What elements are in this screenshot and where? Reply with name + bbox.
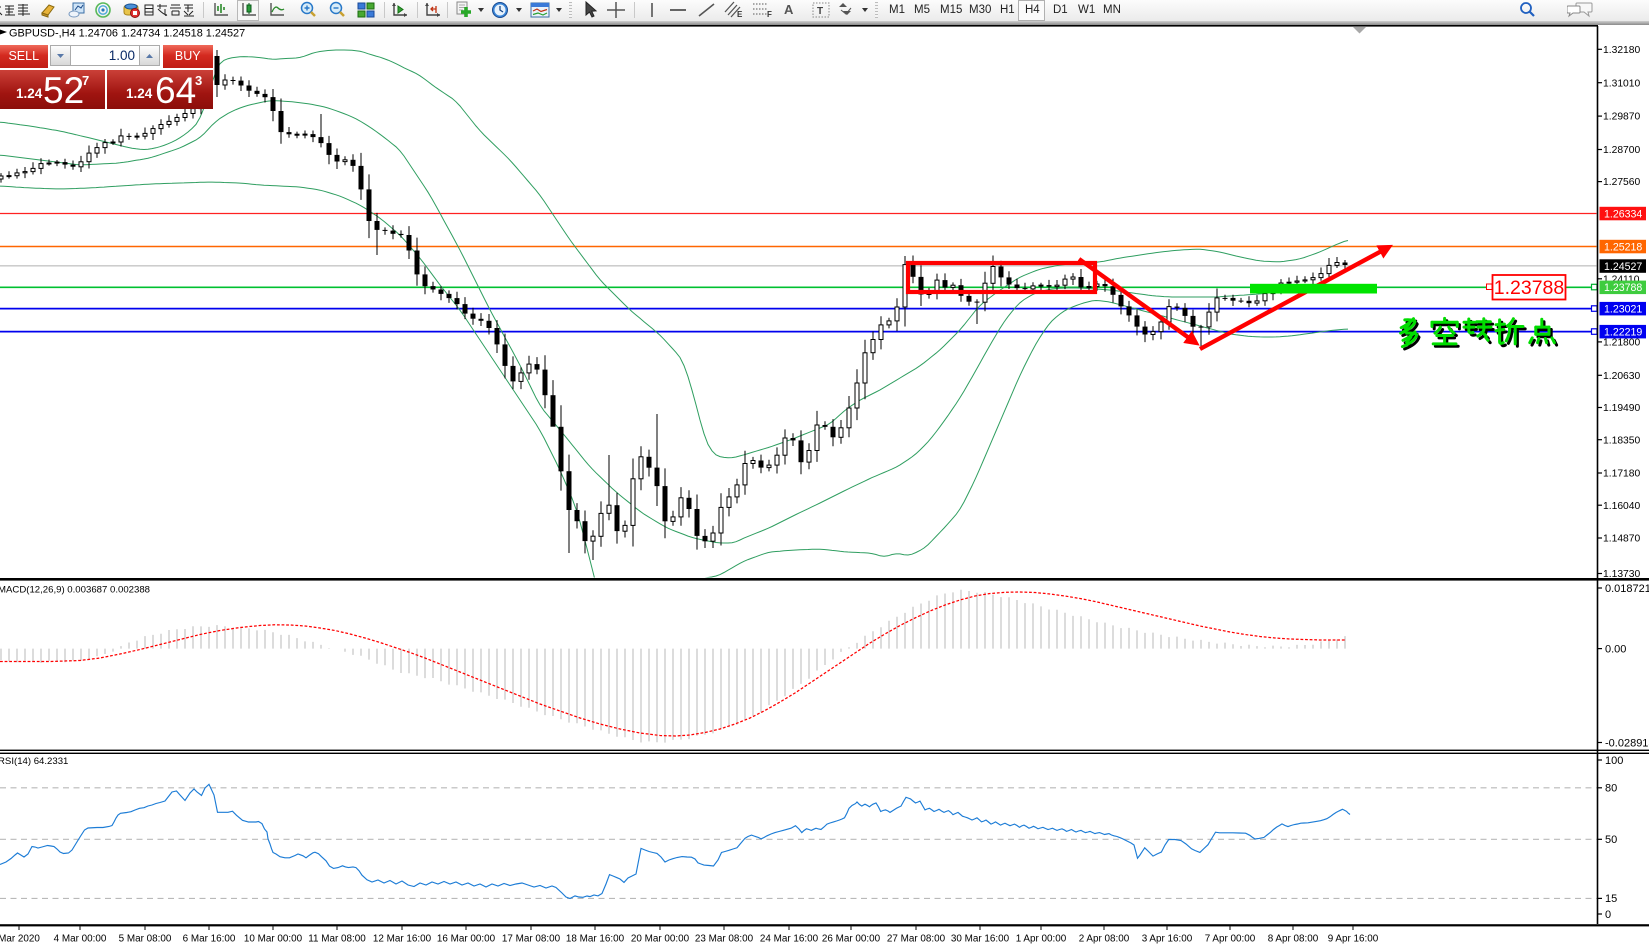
svg-text:T: T [817, 6, 823, 17]
svg-text:26 Mar 00:00: 26 Mar 00:00 [822, 934, 881, 945]
svg-text:0.018721: 0.018721 [1605, 583, 1649, 595]
svg-text:30 Mar 16:00: 30 Mar 16:00 [951, 934, 1010, 945]
svg-text:7 Apr 00:00: 7 Apr 00:00 [1205, 934, 1256, 945]
svg-text:18 Mar 16:00: 18 Mar 16:00 [566, 934, 625, 945]
svg-text:23 Mar 08:00: 23 Mar 08:00 [695, 934, 754, 945]
svg-text:1.13730: 1.13730 [1603, 569, 1640, 580]
svg-text:1.14870: 1.14870 [1603, 534, 1640, 545]
svg-text:4 Mar 00:00: 4 Mar 00:00 [54, 934, 107, 945]
svg-text:6 Mar 16:00: 6 Mar 16:00 [183, 934, 236, 945]
svg-text:1.23021: 1.23021 [1604, 303, 1642, 315]
svg-text:15: 15 [1605, 893, 1617, 905]
svg-text:24 Mar 16:00: 24 Mar 16:00 [760, 934, 819, 945]
svg-text:-0.028913: -0.028913 [1605, 737, 1649, 749]
svg-text:1.31010: 1.31010 [1603, 78, 1640, 89]
svg-text:1.25218: 1.25218 [1604, 241, 1642, 253]
svg-text:MACD(12,26,9) 0.003687 0.00238: MACD(12,26,9) 0.003687 0.002388 [0, 585, 150, 596]
svg-text:1.23788: 1.23788 [1494, 277, 1565, 299]
svg-text:27 Mar 08:00: 27 Mar 08:00 [887, 934, 946, 945]
svg-text:1.16040: 1.16040 [1603, 501, 1640, 512]
svg-text:0: 0 [1605, 909, 1611, 921]
svg-text:80: 80 [1605, 783, 1617, 795]
svg-text:50: 50 [1605, 834, 1617, 846]
svg-text:17 Mar 08:00: 17 Mar 08:00 [502, 934, 561, 945]
svg-text:GBPUSD-,H4 1.24706 1.24734 1.: GBPUSD-,H4 1.24706 1.24734 1.24518 1.245… [9, 28, 245, 40]
svg-text:1.17180: 1.17180 [1603, 469, 1640, 480]
svg-text:Mar 2020: Mar 2020 [0, 934, 40, 945]
svg-text:1.26334: 1.26334 [1604, 208, 1642, 220]
svg-text:1.24110: 1.24110 [1603, 274, 1640, 285]
svg-text:1.18350: 1.18350 [1603, 435, 1640, 446]
svg-text:2 Apr 08:00: 2 Apr 08:00 [1079, 934, 1130, 945]
svg-text:1.28700: 1.28700 [1603, 145, 1640, 156]
svg-text:1.23788: 1.23788 [1604, 282, 1642, 294]
svg-text:10 Mar 00:00: 10 Mar 00:00 [244, 934, 303, 945]
svg-text:20 Mar 00:00: 20 Mar 00:00 [631, 934, 690, 945]
svg-text:1 Apr 00:00: 1 Apr 00:00 [1016, 934, 1067, 945]
svg-text:16 Mar 00:00: 16 Mar 00:00 [437, 934, 496, 945]
svg-text:RSI(14) 64.2331: RSI(14) 64.2331 [0, 756, 68, 767]
svg-text:12 Mar 16:00: 12 Mar 16:00 [373, 934, 432, 945]
svg-text:9 Apr 16:00: 9 Apr 16:00 [1328, 934, 1379, 945]
svg-text:1.20630: 1.20630 [1603, 371, 1640, 382]
svg-text:8 Apr 08:00: 8 Apr 08:00 [1268, 934, 1319, 945]
svg-text:F: F [767, 10, 772, 19]
svg-text:1.24527: 1.24527 [1604, 261, 1642, 273]
svg-text:E: E [737, 10, 743, 19]
svg-text:1.19490: 1.19490 [1603, 403, 1640, 414]
svg-text:11 Mar 08:00: 11 Mar 08:00 [308, 934, 366, 945]
svg-text:0.00: 0.00 [1605, 643, 1626, 655]
svg-text:1.27560: 1.27560 [1603, 177, 1640, 188]
svg-text:1.22219: 1.22219 [1604, 326, 1642, 338]
svg-text:100: 100 [1605, 755, 1623, 767]
svg-text:5 Mar 08:00: 5 Mar 08:00 [119, 934, 172, 945]
svg-text:1.32180: 1.32180 [1603, 45, 1640, 56]
svg-text:1.29870: 1.29870 [1603, 112, 1640, 123]
svg-text:3 Apr 16:00: 3 Apr 16:00 [1142, 934, 1193, 945]
svg-text:1.21800: 1.21800 [1603, 338, 1640, 349]
